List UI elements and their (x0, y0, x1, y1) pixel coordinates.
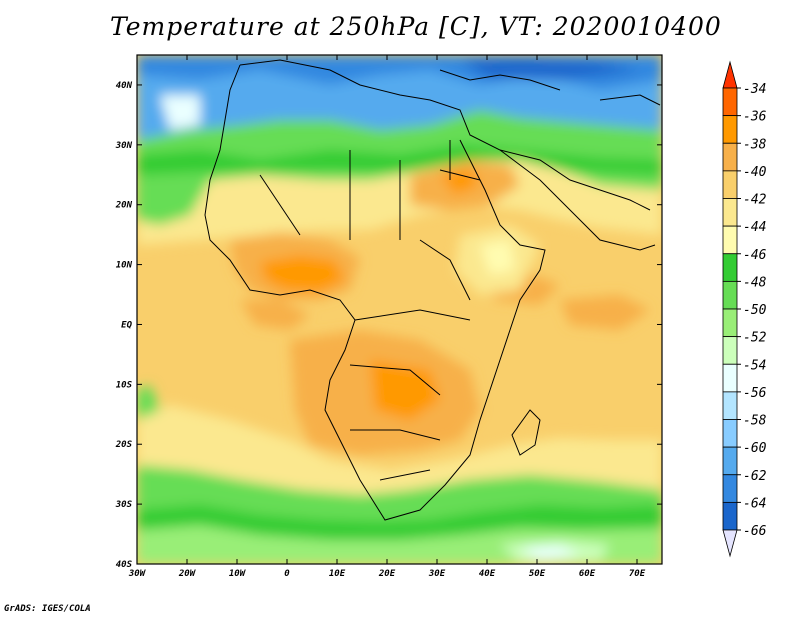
colorbar-label: -50 (743, 303, 767, 318)
lon-tick-label: 30W (128, 569, 147, 579)
colorbar-label: -46 (743, 248, 767, 263)
lon-tick-label: 0 (284, 569, 290, 579)
map-title: Temperature at 250hPa [C], VT: 202001040… (110, 12, 722, 41)
lat-tick-label: 10S (116, 380, 133, 390)
colorbar-label: -64 (743, 496, 766, 511)
colorbar-swatch (722, 474, 738, 503)
colorbar-swatch (722, 363, 738, 393)
colorbar-swatch (722, 198, 738, 227)
colorbar-label: -42 (743, 193, 767, 208)
lon-tick-label: 60E (579, 569, 596, 579)
lat-tick-label: 40N (116, 81, 133, 91)
colorbar-swatch (722, 308, 738, 338)
colorbar-label: -38 (743, 137, 767, 152)
temperature-field (137, 55, 662, 564)
lon-tick-label: 40E (479, 569, 496, 579)
lat-tick-label: 20N (115, 201, 133, 211)
colorbar-label: -66 (743, 524, 767, 539)
colorbar-swatch (722, 253, 738, 282)
footer-credit: GrADS: IGES/COLA (4, 604, 91, 614)
colorbar-label: -62 (743, 469, 767, 484)
colorbar-swatch (722, 170, 738, 199)
colorbar-label: -44 (743, 220, 766, 235)
colorbar-label: -34 (743, 82, 766, 97)
lat-tick-label: EQ (121, 320, 132, 330)
colorbar-swatch (722, 446, 738, 476)
colorbar-swatch (722, 280, 738, 310)
colorbar-swatch (722, 115, 738, 144)
lon-tick-label: 10E (329, 569, 346, 579)
lat-tick-label: 30S (115, 500, 133, 510)
lat-tick-label: 10N (116, 261, 133, 271)
colorbar: -34 -36 -38 -40 -42 -44 -46 -48 -50 -52 -54 -56 -58 -… (722, 60, 767, 558)
colorbar-label: -60 (743, 441, 767, 456)
latitude-axis: 40N 30N 20N 10N EQ 10S 20S 30S 40S (115, 81, 662, 570)
colorbar-label: -40 (743, 165, 767, 180)
lon-tick-label: 70E (629, 569, 646, 579)
colorbar-swatch (722, 142, 738, 172)
colorbar-swatch (722, 501, 738, 531)
colorbar-label: -54 (743, 358, 766, 373)
map-frame (136, 54, 663, 565)
lon-tick-label: 30E (428, 569, 446, 579)
colorbar-label: -52 (743, 331, 767, 346)
colorbar-swatch (722, 225, 738, 255)
colorbar-swatch (722, 87, 738, 117)
colorbar-label: -56 (743, 386, 767, 401)
colorbar-swatch (722, 336, 738, 365)
longitude-axis: 30W 20W 10W 0 10E 20E 30E 40E 50E 60E 70E (128, 55, 646, 579)
colorbar-label: -48 (743, 275, 767, 290)
coastlines (204, 59, 661, 521)
colorbar-swatch (722, 419, 738, 448)
lon-tick-label: 10W (229, 569, 247, 579)
lat-tick-label: 40S (116, 560, 133, 570)
lat-tick-label: 30N (115, 141, 133, 151)
colorbar-top-arrow (722, 60, 738, 89)
lat-tick-label: 20S (115, 440, 133, 450)
colorbar-label: -58 (743, 414, 767, 429)
lon-tick-label: 20W (178, 569, 197, 579)
colorbar-label: -36 (743, 110, 767, 125)
colorbar-swatch (722, 391, 738, 420)
lon-tick-label: 20E (378, 569, 396, 579)
colorbar-bottom-arrow (722, 529, 738, 558)
lon-tick-label: 50E (529, 569, 546, 579)
